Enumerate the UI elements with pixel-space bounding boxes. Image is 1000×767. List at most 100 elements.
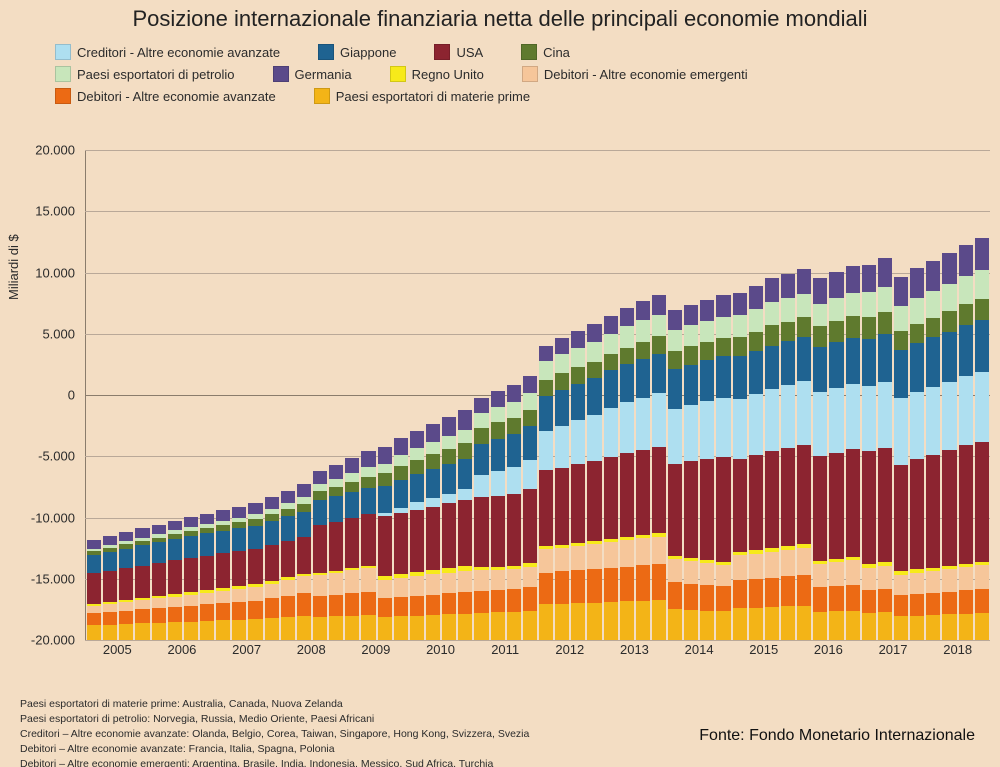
segment-giappone-45[interactable] <box>813 347 827 392</box>
segment-germania-38[interactable] <box>700 300 714 321</box>
segment-giappone-51[interactable] <box>910 343 924 392</box>
segment-paesi-esportatori-di-petrolio-53[interactable] <box>942 284 956 312</box>
segment-paesi-esportatori-di-materie-prime-8[interactable] <box>216 620 230 640</box>
segment-debitori-altre-economie-avanzate-28[interactable] <box>539 573 553 605</box>
segment-cina-18[interactable] <box>378 473 392 485</box>
bar-slot-51[interactable] <box>910 150 924 640</box>
segment-debitori-altre-economie-avanzate-4[interactable] <box>152 608 166 623</box>
segment-debitori-altre-economie-avanzate-5[interactable] <box>168 607 182 622</box>
segment-giappone-24[interactable] <box>474 444 488 475</box>
segment-debitori-altre-economie-emergenti-18[interactable] <box>378 580 392 598</box>
segment-usa-13[interactable] <box>297 537 311 574</box>
segment-debitori-altre-economie-emergenti-10[interactable] <box>248 587 262 600</box>
segment-debitori-altre-economie-avanzate-3[interactable] <box>135 609 149 623</box>
segment-paesi-esportatori-di-petrolio-44[interactable] <box>797 294 811 317</box>
segment-giappone-7[interactable] <box>200 533 214 555</box>
segment-debitori-altre-economie-emergenti-16[interactable] <box>345 570 359 593</box>
segment-cina-33[interactable] <box>620 348 634 365</box>
segment-debitori-altre-economie-avanzate-35[interactable] <box>652 564 666 600</box>
segment-giappone-22[interactable] <box>442 464 456 493</box>
segment-germania-25[interactable] <box>491 391 505 407</box>
segment-germania-54[interactable] <box>959 245 973 276</box>
segment-giappone-0[interactable] <box>87 555 101 573</box>
segment-paesi-esportatori-di-materie-prime-35[interactable] <box>652 600 666 640</box>
segment-paesi-esportatori-di-materie-prime-7[interactable] <box>200 621 214 640</box>
segment-germania-51[interactable] <box>910 268 924 297</box>
segment-debitori-altre-economie-emergenti-36[interactable] <box>668 559 682 582</box>
segment-usa-3[interactable] <box>135 566 149 598</box>
segment-paesi-esportatori-di-petrolio-35[interactable] <box>652 315 666 336</box>
segment-paesi-esportatori-di-materie-prime-22[interactable] <box>442 614 456 640</box>
segment-germania-45[interactable] <box>813 278 827 304</box>
segment-giappone-44[interactable] <box>797 337 811 382</box>
segment-cina-25[interactable] <box>491 422 505 439</box>
segment-germania-17[interactable] <box>361 451 375 467</box>
segment-paesi-esportatori-di-petrolio-22[interactable] <box>442 436 456 449</box>
segment-giappone-10[interactable] <box>248 526 262 549</box>
segment-germania-53[interactable] <box>942 253 956 284</box>
legend-item-1[interactable]: Giappone <box>318 44 396 60</box>
segment-paesi-esportatori-di-petrolio-39[interactable] <box>716 317 730 338</box>
segment-paesi-esportatori-di-materie-prime-10[interactable] <box>248 619 262 640</box>
segment-cina-29[interactable] <box>555 373 569 390</box>
segment-debitori-altre-economie-avanzate-39[interactable] <box>716 586 730 611</box>
segment-debitori-altre-economie-emergenti-39[interactable] <box>716 565 730 586</box>
segment-usa-9[interactable] <box>232 551 246 586</box>
segment-paesi-esportatori-di-materie-prime-41[interactable] <box>749 608 763 640</box>
segment-paesi-esportatori-di-materie-prime-39[interactable] <box>716 611 730 640</box>
segment-debitori-altre-economie-avanzate-53[interactable] <box>942 592 956 615</box>
segment-paesi-esportatori-di-materie-prime-38[interactable] <box>700 611 714 640</box>
segment-paesi-esportatori-di-materie-prime-17[interactable] <box>361 615 375 640</box>
bar-slot-54[interactable] <box>959 150 973 640</box>
segment-paesi-esportatori-di-materie-prime-31[interactable] <box>587 603 601 640</box>
segment-giappone-25[interactable] <box>491 439 505 471</box>
segment-paesi-esportatori-di-materie-prime-45[interactable] <box>813 612 827 640</box>
segment-germania-47[interactable] <box>846 266 860 293</box>
segment-giappone-40[interactable] <box>733 356 747 398</box>
segment-paesi-esportatori-di-petrolio-51[interactable] <box>910 298 924 324</box>
segment-cina-51[interactable] <box>910 324 924 343</box>
segment-debitori-altre-economie-avanzate-36[interactable] <box>668 582 682 609</box>
segment-debitori-altre-economie-avanzate-32[interactable] <box>604 568 618 602</box>
segment-germania-37[interactable] <box>684 305 698 326</box>
segment-germania-9[interactable] <box>232 507 246 518</box>
segment-creditori-altre-economie-avanzate-35[interactable] <box>652 393 666 447</box>
segment-debitori-altre-economie-avanzate-9[interactable] <box>232 602 246 620</box>
segment-giappone-2[interactable] <box>119 549 133 569</box>
segment-paesi-esportatori-di-materie-prime-47[interactable] <box>846 611 860 640</box>
segment-germania-6[interactable] <box>184 517 198 527</box>
segment-debitori-altre-economie-emergenti-53[interactable] <box>942 569 956 592</box>
bar-slot-41[interactable] <box>749 150 763 640</box>
segment-debitori-altre-economie-emergenti-43[interactable] <box>781 550 795 576</box>
legend-item-4[interactable]: Paesi esportatori di petrolio <box>55 66 235 82</box>
segment-debitori-altre-economie-avanzate-24[interactable] <box>474 591 488 613</box>
segment-debitori-altre-economie-emergenti-15[interactable] <box>329 573 343 595</box>
segment-paesi-esportatori-di-materie-prime-24[interactable] <box>474 613 488 640</box>
segment-giappone-31[interactable] <box>587 378 601 415</box>
segment-giappone-33[interactable] <box>620 364 634 402</box>
segment-usa-19[interactable] <box>394 513 408 574</box>
segment-cina-26[interactable] <box>507 418 521 435</box>
segment-usa-32[interactable] <box>604 457 618 539</box>
segment-giappone-46[interactable] <box>829 342 843 388</box>
segment-debitori-altre-economie-avanzate-23[interactable] <box>458 592 472 613</box>
bar-slot-30[interactable] <box>571 150 585 640</box>
bar-slot-14[interactable] <box>313 150 327 640</box>
bar-slot-39[interactable] <box>716 150 730 640</box>
segment-creditori-altre-economie-avanzate-50[interactable] <box>894 398 908 465</box>
segment-usa-36[interactable] <box>668 464 682 556</box>
segment-giappone-55[interactable] <box>975 320 989 371</box>
bar-slot-12[interactable] <box>281 150 295 640</box>
segment-usa-39[interactable] <box>716 457 730 562</box>
segment-debitori-altre-economie-emergenti-6[interactable] <box>184 595 198 606</box>
segment-debitori-altre-economie-avanzate-2[interactable] <box>119 611 133 624</box>
segment-germania-20[interactable] <box>410 431 424 449</box>
segment-debitori-altre-economie-emergenti-30[interactable] <box>571 546 585 571</box>
segment-paesi-esportatori-di-materie-prime-46[interactable] <box>829 611 843 640</box>
segment-paesi-esportatori-di-petrolio-46[interactable] <box>829 298 843 321</box>
segment-debitori-altre-economie-avanzate-54[interactable] <box>959 590 973 613</box>
bar-slot-36[interactable] <box>668 150 682 640</box>
segment-creditori-altre-economie-avanzate-55[interactable] <box>975 372 989 442</box>
segment-usa-10[interactable] <box>248 549 262 585</box>
segment-debitori-altre-economie-avanzate-20[interactable] <box>410 596 424 616</box>
